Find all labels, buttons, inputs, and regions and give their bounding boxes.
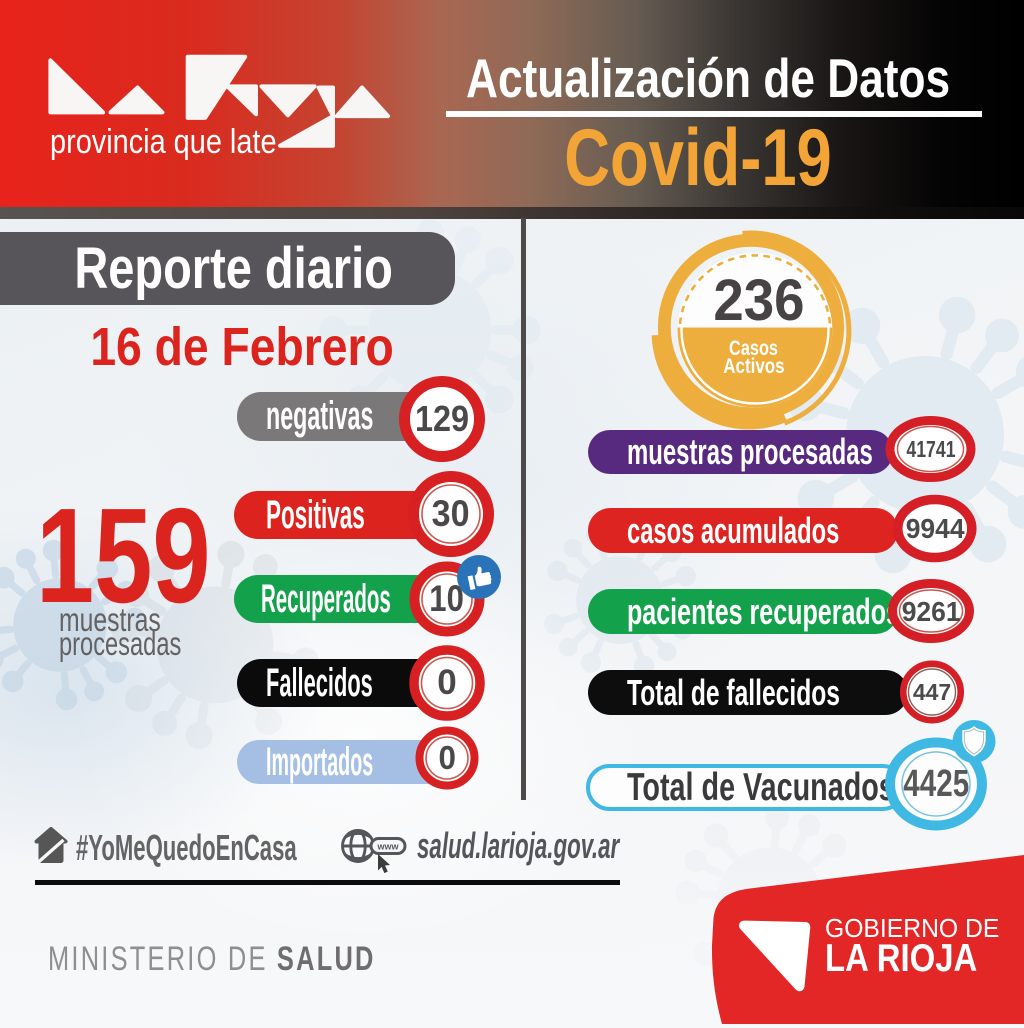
svg-text:www: www: [376, 842, 399, 852]
